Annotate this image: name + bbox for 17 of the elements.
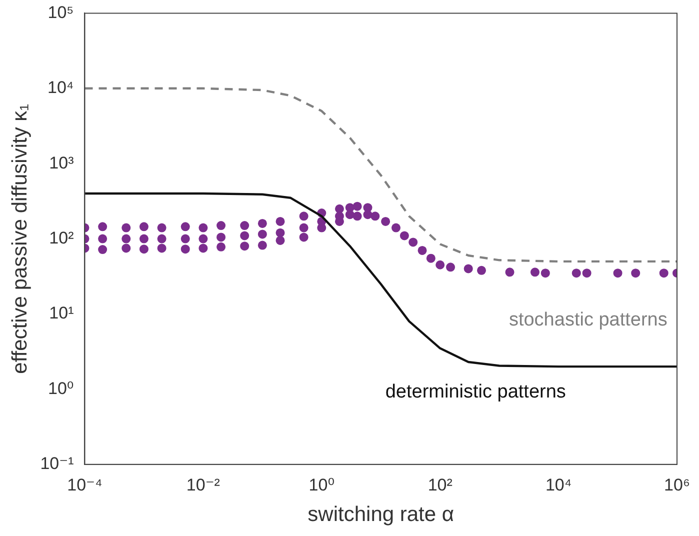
x-axis-title: switching rate α bbox=[308, 503, 454, 526]
annotation: deterministic patterns bbox=[385, 381, 566, 402]
y-axis-title: effective passive diffusivity κ₁ bbox=[8, 104, 32, 374]
y-tick-label: 10² bbox=[49, 228, 74, 248]
x-tick-label: 10⁶ bbox=[664, 475, 690, 494]
x-tick-label: 10⁰ bbox=[308, 475, 335, 494]
y-tick-label: 10⁰ bbox=[48, 378, 74, 398]
y-tick-label: 10⁵ bbox=[48, 2, 74, 22]
y-tick-label: 10³ bbox=[49, 153, 74, 172]
y-tick-label: 10¹ bbox=[49, 304, 74, 323]
x-tick-label: 10⁻² bbox=[186, 475, 220, 494]
y-tick-label: 10⁴ bbox=[48, 78, 74, 98]
x-tick-label: 10² bbox=[428, 475, 453, 494]
y-tick-label: 10⁻¹ bbox=[40, 454, 74, 474]
x-tick-label: 10⁻⁴ bbox=[67, 475, 102, 494]
annotation: stochastic patterns bbox=[508, 309, 668, 330]
x-tick-label: 10⁴ bbox=[545, 475, 572, 494]
